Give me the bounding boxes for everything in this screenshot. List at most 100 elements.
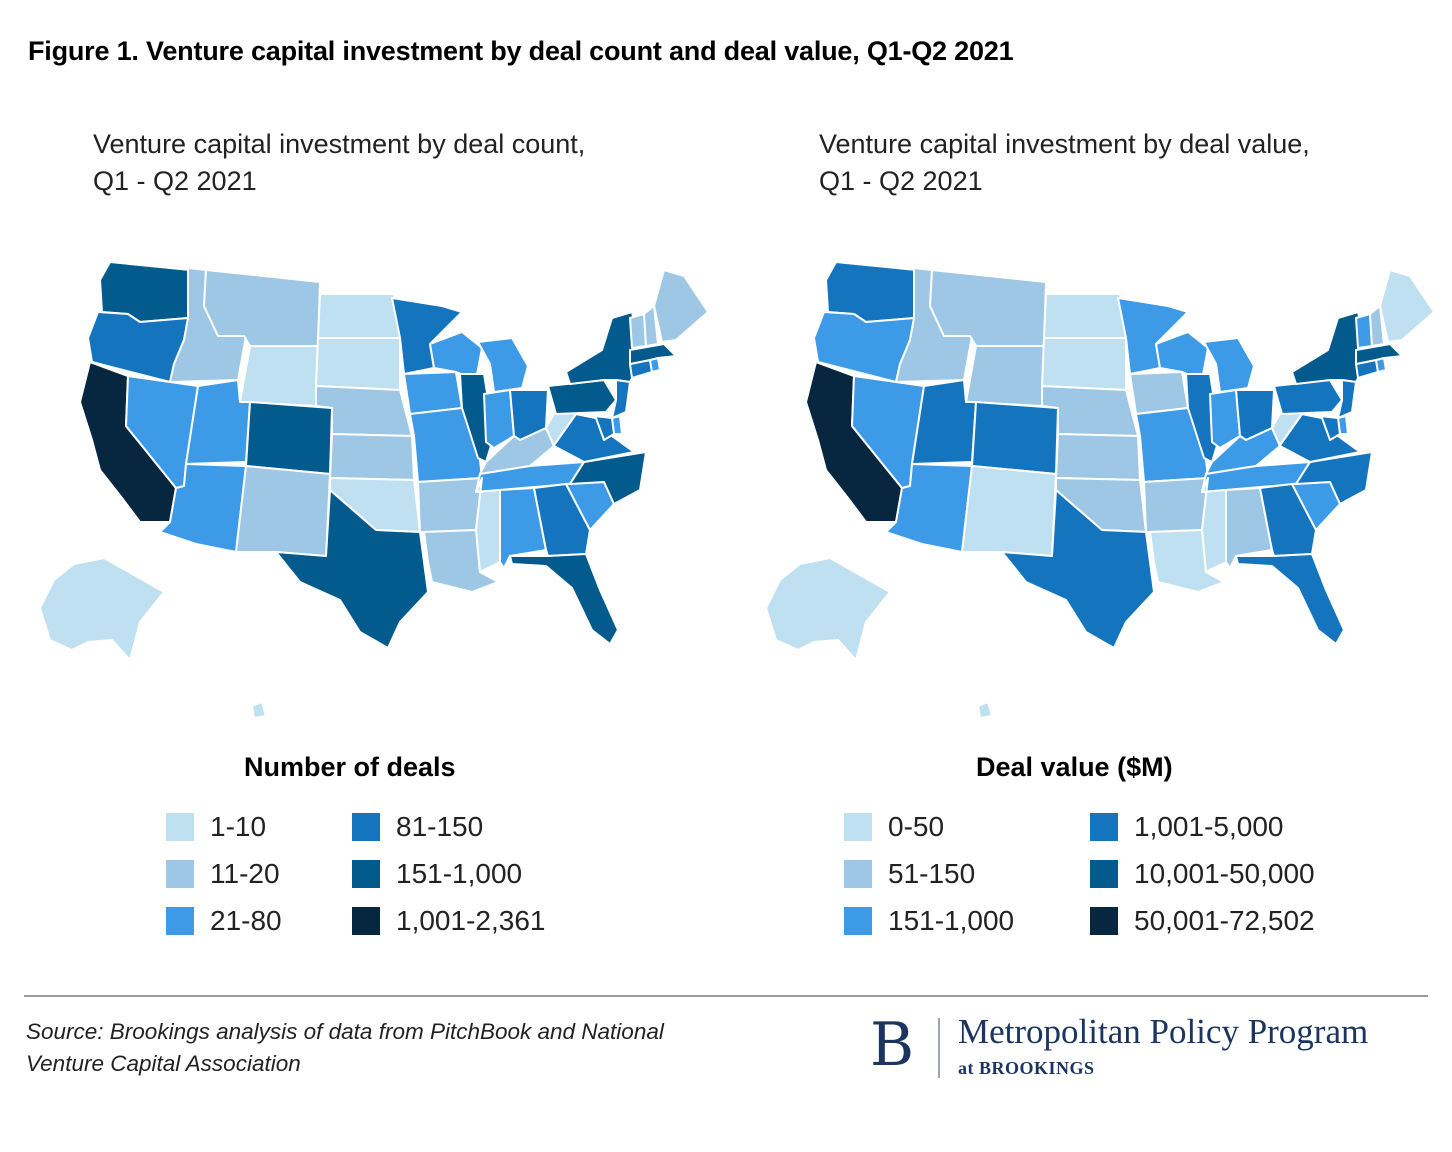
deal-count-subtitle-line1: Venture capital investment by deal count… [93,129,586,159]
legend-label: 81-150 [396,811,484,842]
source-note: Source: Brookings analysis of data from … [26,1016,806,1080]
state-pa [547,379,617,415]
state-in [483,389,515,449]
logo-subtitle: at BROOKINGS [958,1058,1095,1078]
source-line1: Source: Brookings analysis of data from … [26,1019,664,1044]
legend-swatch [166,860,194,888]
legend-swatch [166,907,194,935]
state-pa [1273,379,1343,415]
legend-swatch [352,907,380,935]
state-ms [475,477,501,573]
legend-swatch [844,860,872,888]
legend-label: 1,001-2,361 [396,905,546,936]
state-ar [1143,477,1209,533]
state-mi [477,337,529,393]
footer-divider [24,995,1428,997]
legend-label: 50,001-72,502 [1134,905,1315,936]
legend-label: 51-150 [888,858,976,889]
deal-count-subtitle: Venture capital investment by deal count… [93,126,585,200]
legend-item: 151-1,000 [844,904,1014,938]
legend-item: 10,001-50,000 [1090,857,1315,891]
deal-count-legend-title: Number of deals [244,752,456,782]
state-sd [315,337,401,391]
state-fl [1235,553,1345,645]
deal-value-subtitle: Venture capital investment by deal value… [819,126,1310,200]
state-co [971,401,1059,475]
legend-label: 0-50 [888,811,945,842]
state-mt [929,269,1047,347]
state-nm [961,465,1057,557]
deal-value-legend-title: Deal value ($M) [976,752,1173,782]
deal-value-subtitle-line2: Q1 - Q2 2021 [819,166,983,196]
legend-label: 10,001-50,000 [1134,858,1315,889]
state-ks [1055,433,1141,481]
legend-item: 51-150 [844,857,975,891]
state-ia [403,371,463,415]
state-in [1209,389,1241,449]
deal-count-panel: Venture capital investment by deal count… [0,0,709,960]
legend-swatch [1090,813,1118,841]
state-hi [251,701,267,719]
deal-value-subtitle-line1: Venture capital investment by deal value… [819,129,1310,159]
legend-label: 1,001-5,000 [1134,811,1284,842]
legend-swatch [844,813,872,841]
state-nj [1337,379,1357,419]
state-mt [203,269,321,347]
deal-value-map [765,261,1435,719]
logo-divider [938,1018,940,1078]
legend-swatch [166,813,194,841]
state-ak [39,557,165,661]
legend-item: 11-20 [166,857,280,891]
state-ma [629,343,677,365]
state-ak [765,557,891,661]
state-me [1379,269,1435,343]
legend-item: 21-80 [166,904,282,938]
legend-label: 151-1,000 [888,905,1015,936]
deal-value-panel: Venture capital investment by deal value… [726,0,1435,960]
source-line2: Venture Capital Association [26,1051,301,1076]
state-sd [1041,337,1127,391]
deal-count-map [39,261,709,719]
legend-item: 81-150 [352,810,483,844]
legend-label: 151-1,000 [396,858,523,889]
state-me [653,269,709,343]
figure-title: Figure 1. Venture capital investment by … [28,36,1014,66]
state-ks [329,433,415,481]
legend-item: 1-10 [166,810,266,844]
legend-swatch [1090,860,1118,888]
state-fl [509,553,619,645]
state-nh [1369,305,1385,347]
legend-item: 50,001-72,502 [1090,904,1315,938]
legend-item: 1,001-5,000 [1090,810,1283,844]
state-nm [235,465,331,557]
state-md [1301,413,1341,441]
legend-swatch [844,907,872,935]
state-nd [317,293,401,339]
state-nd [1043,293,1127,339]
state-tx [1001,489,1155,649]
state-co [245,401,333,475]
logo-program-name: Metropolitan Policy Program [958,1012,1369,1051]
deal-count-subtitle-line2: Q1 - Q2 2021 [93,166,257,196]
state-ms [1201,477,1227,573]
state-tx [275,489,429,649]
legend-item: 151-1,000 [352,857,522,891]
state-nh [643,305,659,347]
legend-item: 1,001-2,361 [352,904,545,938]
legend-item: 0-50 [844,810,944,844]
legend-label: 21-80 [210,905,282,936]
legend-label: 11-20 [210,858,280,889]
state-ia [1129,371,1189,415]
state-wy [965,345,1045,407]
state-hi [977,701,993,719]
state-mi [1203,337,1255,393]
legend-swatch [352,860,380,888]
state-ma [1355,343,1403,365]
brookings-b-mark: B [870,1010,915,1080]
state-md [575,413,615,441]
legend-label: 1-10 [210,811,267,842]
state-wy [239,345,319,407]
state-nj [611,379,631,419]
legend-swatch [1090,907,1118,935]
state-ar [417,477,483,533]
